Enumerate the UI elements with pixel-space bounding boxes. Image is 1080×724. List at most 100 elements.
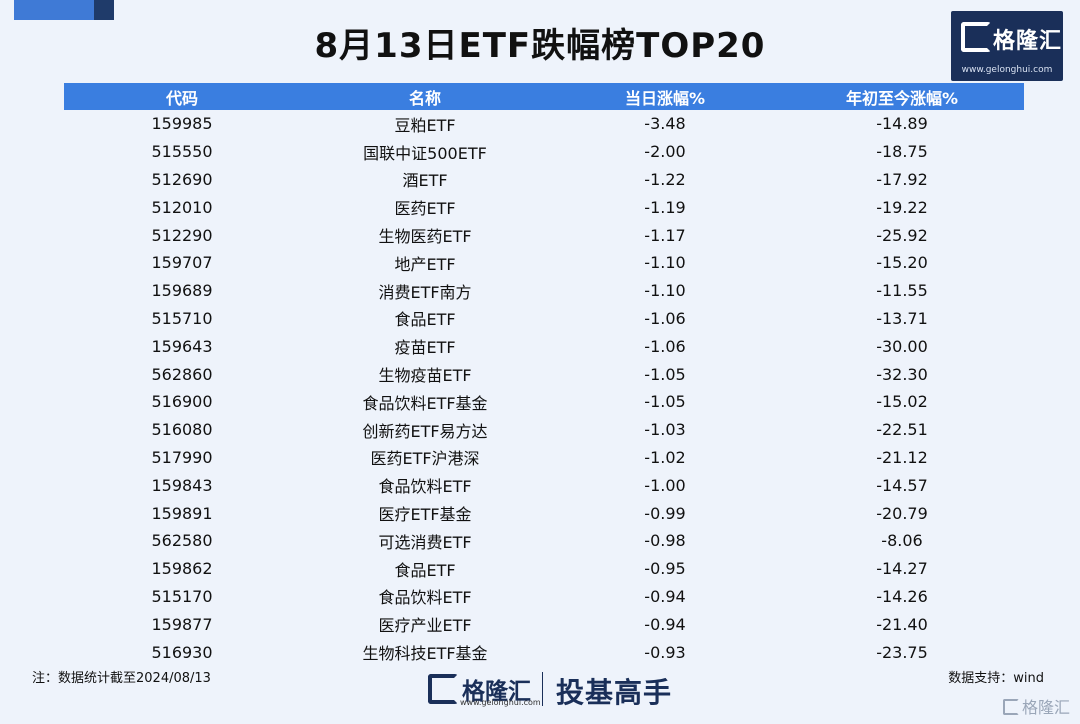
data-note: 注：数据统计截至2024/08/13 bbox=[32, 671, 211, 686]
table-row: 516930 生物科技ETF基金 -0.93 -23.75 bbox=[64, 638, 1024, 666]
cell-name: 国联中证500ETF bbox=[363, 143, 487, 163]
cell-code: 159891 bbox=[151, 503, 213, 523]
table-row: 515170 食品饮料ETF -0.94 -14.26 bbox=[64, 583, 1024, 611]
cell-name: 疫苗ETF bbox=[394, 338, 456, 358]
table-row: 562580 可选消费ETF -0.98 -8.06 bbox=[64, 527, 1024, 555]
cell-daily-change: -2.00 bbox=[644, 142, 686, 162]
brand-logo: 格隆汇 www.gelonghui.com bbox=[951, 11, 1063, 81]
cell-code: 159643 bbox=[151, 336, 213, 356]
cell-name: 生物医药ETF bbox=[378, 227, 472, 247]
table-row: 159891 医疗ETF基金 -0.99 -20.79 bbox=[64, 499, 1024, 527]
cell-code: 515550 bbox=[151, 142, 213, 162]
cell-daily-change: -0.94 bbox=[644, 614, 686, 634]
header-ytd-change: 年初至今涨幅% bbox=[780, 83, 1024, 110]
header-name: 名称 bbox=[300, 83, 550, 110]
cell-ytd-change: -17.92 bbox=[876, 169, 928, 189]
table-row: 562860 生物疫苗ETF -1.05 -32.30 bbox=[64, 360, 1024, 388]
cell-code: 516080 bbox=[151, 420, 213, 440]
cell-ytd-change: -20.79 bbox=[876, 503, 928, 523]
cell-ytd-change: -14.26 bbox=[876, 586, 928, 606]
cell-code: 159877 bbox=[151, 614, 213, 634]
cell-name: 豆粕ETF bbox=[394, 115, 456, 135]
table-row: 517990 医药ETF沪港深 -1.02 -21.12 bbox=[64, 444, 1024, 472]
cell-daily-change: -0.99 bbox=[644, 503, 686, 523]
brand-url: www.gelonghui.com bbox=[961, 65, 1053, 75]
cell-code: 159985 bbox=[151, 114, 213, 134]
watermark: 格隆汇 bbox=[1002, 694, 1070, 718]
footer-brand-name: 格隆汇 bbox=[462, 679, 531, 705]
cell-ytd-change: -21.40 bbox=[876, 614, 928, 634]
cell-name: 可选消费ETF bbox=[378, 532, 472, 552]
cell-code: 512290 bbox=[151, 225, 213, 245]
cell-ytd-change: -8.06 bbox=[881, 531, 923, 551]
cell-name: 创新药ETF易方达 bbox=[362, 421, 488, 441]
table-body: 159985 豆粕ETF -3.48 -14.89 515550 国联中证500ETF -2… bbox=[64, 110, 1024, 666]
cell-ytd-change: -13.71 bbox=[876, 308, 928, 328]
cell-daily-change: -1.19 bbox=[644, 197, 686, 217]
cell-name: 食品ETF bbox=[394, 310, 456, 330]
cell-ytd-change: -21.12 bbox=[876, 447, 928, 467]
g-logo-icon bbox=[961, 22, 991, 52]
table-row: 159707 地产ETF -1.10 -15.20 bbox=[64, 249, 1024, 277]
data-source: 数据支持：wind bbox=[948, 671, 1044, 686]
cell-code: 512690 bbox=[151, 169, 213, 189]
footer-divider bbox=[542, 672, 543, 706]
cell-name: 食品饮料ETF bbox=[378, 477, 472, 497]
page-title: 8月13日ETF跌幅榜TOP20 bbox=[314, 26, 766, 66]
cell-code: 159707 bbox=[151, 253, 213, 273]
cell-daily-change: -1.00 bbox=[644, 475, 686, 495]
g-logo-icon bbox=[1002, 699, 1019, 715]
footer-slogan: 投基高手 bbox=[556, 676, 673, 709]
cell-daily-change: -1.05 bbox=[644, 392, 686, 412]
cell-ytd-change: -30.00 bbox=[876, 336, 928, 356]
cell-daily-change: -0.98 bbox=[644, 531, 686, 551]
cell-name: 地产ETF bbox=[394, 254, 456, 274]
cell-code: 562580 bbox=[151, 531, 213, 551]
cell-name: 生物疫苗ETF bbox=[378, 366, 472, 386]
cell-code: 515170 bbox=[151, 586, 213, 606]
table-header-row: 代码 名称 当日涨幅% 年初至今涨幅% bbox=[64, 83, 1024, 110]
table-row: 512690 酒ETF -1.22 -17.92 bbox=[64, 166, 1024, 194]
cell-name: 医药ETF沪港深 bbox=[370, 449, 480, 469]
cell-code: 516900 bbox=[151, 392, 213, 412]
cell-ytd-change: -19.22 bbox=[876, 197, 928, 217]
cell-daily-change: -0.95 bbox=[644, 559, 686, 579]
g-logo-icon bbox=[428, 674, 458, 704]
cell-name: 食品ETF bbox=[394, 560, 456, 580]
cell-code: 159862 bbox=[151, 559, 213, 579]
cell-name: 医疗产业ETF bbox=[378, 616, 472, 636]
cell-daily-change: -1.10 bbox=[644, 253, 686, 273]
cell-name: 食品饮料ETF基金 bbox=[362, 393, 488, 413]
cell-ytd-change: -14.27 bbox=[876, 559, 928, 579]
cell-name: 生物科技ETF基金 bbox=[362, 644, 488, 664]
cell-code: 512010 bbox=[151, 197, 213, 217]
cell-ytd-change: -15.02 bbox=[876, 392, 928, 412]
table-row: 516900 食品饮料ETF基金 -1.05 -15.02 bbox=[64, 388, 1024, 416]
table-row: 159985 豆粕ETF -3.48 -14.89 bbox=[64, 110, 1024, 138]
table-row: 159862 食品ETF -0.95 -14.27 bbox=[64, 555, 1024, 583]
top-accent-bar-dark bbox=[94, 0, 114, 20]
cell-code: 159843 bbox=[151, 475, 213, 495]
brand-name: 格隆汇 bbox=[993, 29, 1063, 54]
table-row: 159877 医疗产业ETF -0.94 -21.40 bbox=[64, 610, 1024, 638]
cell-daily-change: -3.48 bbox=[644, 114, 686, 134]
cell-name: 医疗ETF基金 bbox=[378, 505, 472, 525]
table-row: 512290 生物医药ETF -1.17 -25.92 bbox=[64, 221, 1024, 249]
table-row: 515550 国联中证500ETF -2.00 -18.75 bbox=[64, 138, 1024, 166]
cell-name: 医药ETF bbox=[394, 199, 456, 219]
cell-code: 159689 bbox=[151, 281, 213, 301]
footer-logo: 格隆汇 www.gelonghui.com 投基高手 bbox=[424, 666, 704, 710]
cell-ytd-change: -23.75 bbox=[876, 642, 928, 662]
cell-code: 516930 bbox=[151, 642, 213, 662]
cell-daily-change: -1.02 bbox=[644, 447, 686, 467]
header-code: 代码 bbox=[64, 83, 300, 110]
table-row: 516080 创新药ETF易方达 -1.03 -22.51 bbox=[64, 416, 1024, 444]
cell-name: 酒ETF bbox=[402, 171, 448, 191]
cell-ytd-change: -32.30 bbox=[876, 364, 928, 384]
cell-daily-change: -1.10 bbox=[644, 281, 686, 301]
cell-daily-change: -1.17 bbox=[644, 225, 686, 245]
cell-ytd-change: -18.75 bbox=[876, 142, 928, 162]
cell-daily-change: -1.03 bbox=[644, 420, 686, 440]
cell-ytd-change: -25.92 bbox=[876, 225, 928, 245]
cell-ytd-change: -14.57 bbox=[876, 475, 928, 495]
